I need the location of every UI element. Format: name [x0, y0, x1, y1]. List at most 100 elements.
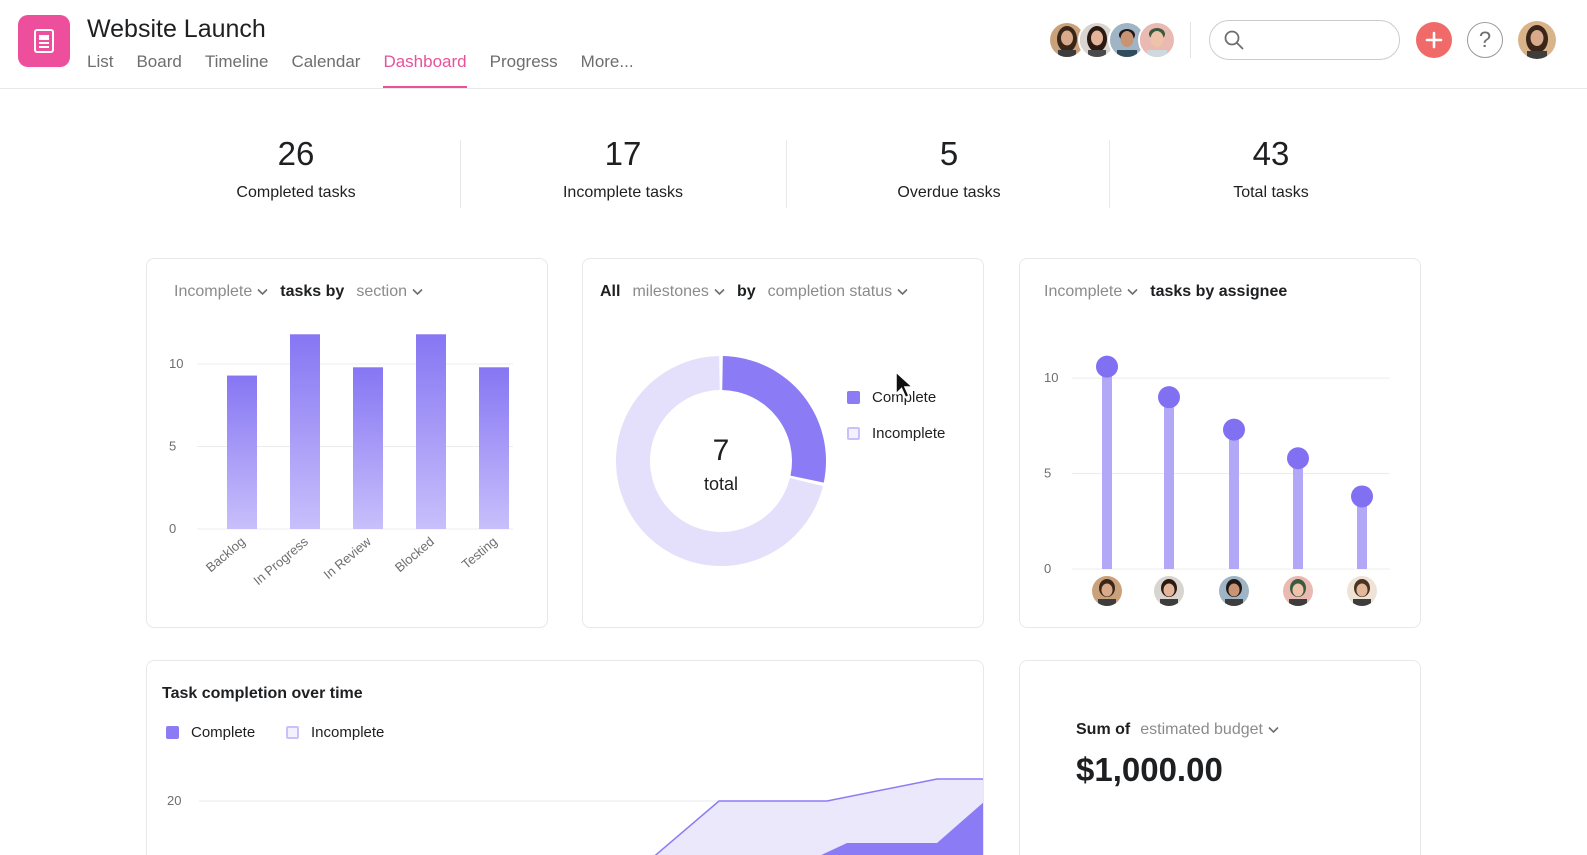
search-input[interactable]: [1250, 29, 1390, 51]
y-tick-label: 10: [169, 356, 183, 371]
bar[interactable]: [227, 375, 257, 529]
legend-incomplete: Incomplete: [847, 425, 945, 442]
lollipop-point[interactable]: [1158, 386, 1180, 409]
plus-icon: [1425, 31, 1443, 49]
tab-board[interactable]: Board: [136, 52, 182, 71]
card-header: Incomplete tasks by assignee: [1044, 283, 1287, 301]
scope-label: All: [600, 283, 621, 300]
card-header: Sum of estimated budget: [1076, 721, 1291, 739]
completion-over-time-card: Task completion over time Complete Incom…: [146, 660, 984, 855]
chevron-down-icon: [257, 288, 268, 296]
stat-completed: 26 Completed tasks: [146, 133, 446, 202]
x-tick-label: In Progress: [250, 533, 311, 588]
stat-divider: [460, 140, 461, 208]
filter-dropdown[interactable]: Incomplete: [1044, 283, 1123, 300]
chevron-down-icon: [1127, 288, 1138, 296]
stat-value: 5: [939, 135, 959, 172]
mouse-cursor-icon: [895, 370, 915, 399]
user-avatar[interactable]: [1518, 21, 1556, 59]
assignee-avatar[interactable]: [1347, 576, 1377, 607]
group-dropdown[interactable]: completion status: [767, 283, 893, 300]
tab-timeline[interactable]: Timeline: [204, 52, 269, 71]
stat-label: Overdue tasks: [897, 184, 1001, 201]
stat-value: 17: [604, 135, 642, 172]
lollipop-stem[interactable]: [1164, 397, 1174, 569]
x-tick-label: Backlog: [203, 534, 248, 575]
chevron-down-icon: [412, 288, 423, 296]
x-tick-label: In Review: [321, 533, 375, 582]
lollipop-stem[interactable]: [1229, 429, 1239, 569]
top-bar: Website Launch List Board Timeline Calen…: [0, 0, 1587, 89]
y-tick-label: 20: [167, 793, 181, 808]
member-avatar: [1048, 21, 1086, 59]
section-chart-card: Incomplete tasks by section 0 5 10 Backlog I…: [146, 258, 548, 628]
donut-slice-incomplete[interactable]: [616, 356, 823, 566]
lollipop-stem[interactable]: [1102, 366, 1112, 569]
stat-divider: [1109, 140, 1110, 208]
stat-label: Total tasks: [1233, 184, 1309, 201]
card-title-text: tasks by assignee: [1150, 283, 1288, 300]
lollipop-stem[interactable]: [1293, 458, 1303, 569]
tab-more[interactable]: More...: [580, 52, 634, 71]
legend-complete: Complete: [847, 389, 936, 406]
lollipop-point[interactable]: [1351, 485, 1373, 508]
legend-label: Complete: [191, 724, 256, 741]
chevron-down-icon: [714, 288, 725, 296]
group-dropdown[interactable]: section: [356, 283, 408, 300]
lollipop-point[interactable]: [1223, 418, 1245, 441]
legend-swatch: [847, 391, 860, 404]
assignee-avatar[interactable]: [1092, 576, 1122, 607]
x-tick-label: Blocked: [392, 534, 437, 575]
card-header: Incomplete tasks by section: [174, 283, 435, 301]
stat-label: Incomplete tasks: [562, 184, 684, 201]
chevron-down-icon: [1268, 726, 1279, 734]
stat-total: 43 Total tasks: [1121, 133, 1421, 202]
header-divider: [1190, 22, 1191, 58]
donut-slice-complete[interactable]: [722, 356, 826, 483]
assignee-lollipop-chart: 0 5 10: [1044, 355, 1390, 607]
bar[interactable]: [290, 334, 320, 529]
completion-area-chart: 20: [167, 778, 983, 855]
tab-calendar[interactable]: Calendar: [291, 52, 361, 71]
donut-total-value: 7: [713, 434, 730, 467]
stat-label: Completed tasks: [236, 184, 356, 201]
add-button[interactable]: [1416, 22, 1452, 58]
y-tick-label: 5: [169, 439, 176, 454]
complete-area: [821, 802, 983, 855]
type-dropdown[interactable]: milestones: [632, 283, 709, 300]
lollipop-point[interactable]: [1287, 447, 1309, 470]
tab-dashboard[interactable]: Dashboard: [383, 50, 467, 88]
tab-progress[interactable]: Progress: [489, 52, 558, 71]
lollipop-point[interactable]: [1096, 355, 1118, 378]
sum-label: Sum of: [1076, 721, 1131, 738]
bar[interactable]: [479, 367, 509, 529]
assignee-avatar[interactable]: [1219, 576, 1249, 607]
stat-overdue: 5 Overdue tasks: [799, 133, 1099, 202]
assignee-avatar[interactable]: [1283, 576, 1313, 607]
assignee-chart-card: Incomplete tasks by assignee 0 5 10: [1019, 258, 1421, 628]
field-dropdown[interactable]: estimated budget: [1140, 721, 1263, 738]
card-title: Task completion over time: [162, 685, 363, 702]
lollipop-stem[interactable]: [1357, 496, 1367, 569]
filter-dropdown[interactable]: Incomplete: [174, 283, 253, 300]
member-avatar: [1138, 21, 1176, 59]
bar[interactable]: [353, 367, 383, 529]
project-icon[interactable]: [18, 15, 70, 67]
legend-label: Incomplete: [872, 425, 946, 442]
legend-label: Incomplete: [311, 724, 385, 741]
by-label: by: [736, 283, 756, 300]
stat-incomplete: 17 Incomplete tasks: [473, 133, 773, 202]
chevron-down-icon: [897, 288, 908, 296]
assignee-avatar[interactable]: [1154, 576, 1184, 607]
search-box[interactable]: [1209, 20, 1400, 60]
tab-list[interactable]: List: [87, 52, 114, 71]
incomplete-area: [654, 778, 983, 855]
search-icon: [1224, 30, 1244, 50]
project-members[interactable]: [1048, 21, 1178, 59]
help-button[interactable]: ?: [1467, 22, 1503, 58]
donut-total-label: total: [704, 474, 738, 494]
project-title: Website Launch: [87, 15, 266, 43]
bar[interactable]: [416, 334, 446, 529]
legend-complete: Complete: [166, 724, 255, 741]
y-tick-label: 0: [1044, 561, 1051, 576]
